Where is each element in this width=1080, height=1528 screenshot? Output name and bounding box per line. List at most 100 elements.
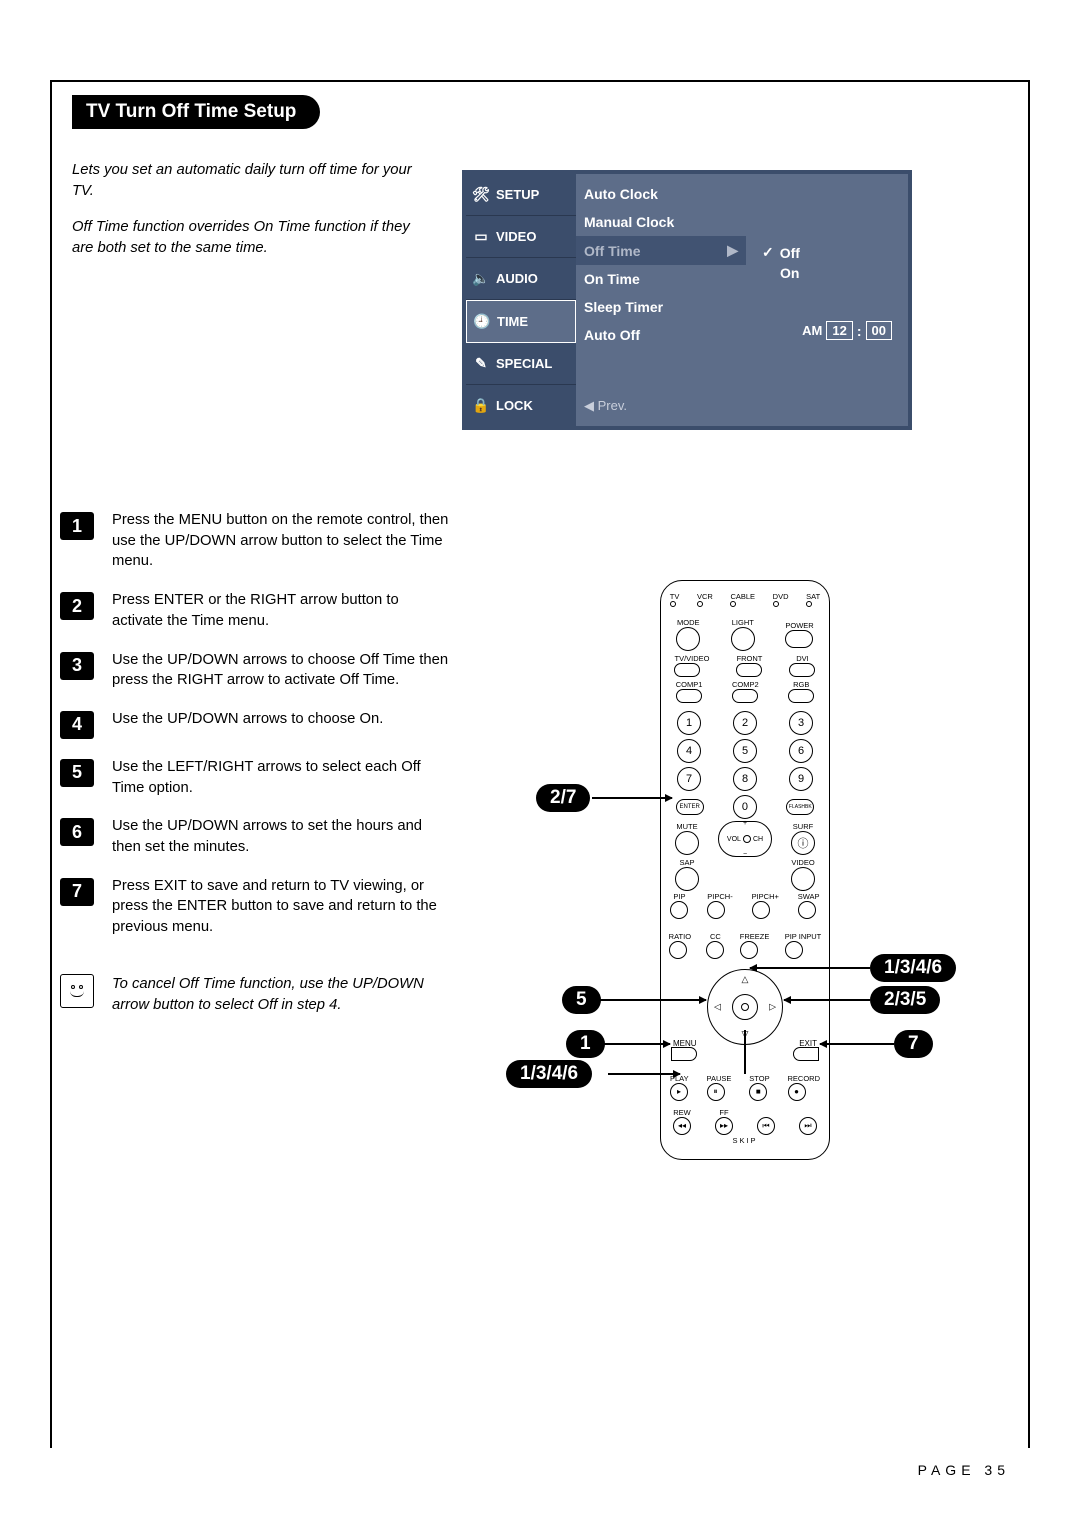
arrow-exit [820, 1043, 894, 1045]
pipch-plus-button[interactable]: PIPCH+ [752, 893, 779, 919]
vol-ch-rocker[interactable]: + VOLCH − [718, 821, 772, 857]
flashbk-button[interactable]: FLASHBK [786, 799, 814, 815]
led-tv: TV [670, 593, 680, 607]
right-arrow-icon[interactable]: ▷ [769, 1002, 776, 1013]
osd-item-selected[interactable]: Off Time▶ [576, 236, 746, 265]
step-text: Press the MENU button on the remote cont… [112, 510, 450, 572]
swap-button[interactable]: SWAP [798, 893, 820, 919]
digit-5[interactable]: 5 [733, 739, 757, 763]
osd-time-row: AM 12 : 00 [756, 321, 898, 340]
left-arrow-icon[interactable]: ◁ [714, 1002, 721, 1013]
arrow-left [598, 999, 706, 1001]
digit-7[interactable]: 7 [677, 767, 701, 791]
callout-right: 2/3/5 [870, 986, 940, 1014]
power-button[interactable]: POWER [785, 622, 813, 648]
comp1-button[interactable]: COMP1 [676, 681, 703, 703]
rew-button[interactable]: REW◂◂ [673, 1109, 691, 1135]
sap-button[interactable]: SAP [675, 859, 699, 891]
enter-button[interactable]: ENTER [676, 799, 704, 815]
steps-list: 1Press the MENU button on the remote con… [60, 510, 450, 1015]
digit-9[interactable]: 9 [789, 767, 813, 791]
arrow-right [784, 999, 870, 1001]
remote-diagram: TV VCR CABLE DVD SAT MODE LIGHT POWER TV… [500, 570, 1000, 1170]
time-icon: 🕘 [473, 313, 491, 331]
osd-item[interactable]: Auto Clock [576, 180, 746, 208]
step-text: Press EXIT to save and return to TV view… [112, 876, 450, 938]
osd-options: ✓Off On AM 12 : 00 [746, 174, 908, 426]
osd-tab-video[interactable]: ▭VIDEO [466, 216, 576, 258]
osd-tab-special[interactable]: ✎ SPECIAL [466, 343, 576, 385]
digit-1[interactable]: 1 [677, 711, 701, 735]
osd-item[interactable]: On Time [576, 265, 746, 293]
light-button[interactable]: LIGHT [731, 619, 755, 651]
digit-6[interactable]: 6 [789, 739, 813, 763]
comp2-button[interactable]: COMP2 [732, 681, 759, 703]
ff-button[interactable]: FF▸▸ [715, 1109, 733, 1135]
record-button[interactable]: RECORD● [788, 1075, 821, 1101]
pause-button[interactable]: PAUSE⏸ [707, 1075, 732, 1101]
step-item: 1Press the MENU button on the remote con… [60, 510, 450, 572]
pipinput-button[interactable]: PIP INPUT [785, 933, 822, 959]
osd-item[interactable]: Auto Off [576, 321, 746, 349]
lock-icon: 🔒 [472, 397, 490, 415]
note-block: To cancel Off Time function, use the UP/… [60, 974, 450, 1015]
step-item: 6Use the UP/DOWN arrows to set the hours… [60, 816, 450, 857]
osd-tab-setup[interactable]: 🛠SETUP [466, 174, 576, 216]
frame-left [50, 80, 52, 1448]
osd-tab-label: TIME [497, 314, 528, 329]
step-item: 3Use the UP/DOWN arrows to choose Off Ti… [60, 650, 450, 691]
dvi-button[interactable]: DVI [789, 655, 815, 677]
skip-back-button[interactable]: ⏮ [757, 1109, 775, 1135]
stop-button[interactable]: STOP■ [749, 1075, 769, 1101]
intro-block: Lets you set an automatic daily turn off… [72, 160, 412, 260]
osd-tab-time[interactable]: 🕘 TIME [466, 300, 576, 343]
play-button[interactable]: PLAY▸ [670, 1075, 689, 1101]
surf-button[interactable]: SURFⓘ [791, 823, 815, 855]
tvvideo-button[interactable]: TV/VIDEO [674, 655, 709, 677]
pip-button[interactable]: PIP [670, 893, 688, 919]
dpad-center[interactable] [732, 994, 758, 1020]
osd-prev[interactable]: ◀ Prev. [576, 392, 746, 420]
time-hour[interactable]: 12 [826, 321, 852, 340]
digit-3[interactable]: 3 [789, 711, 813, 735]
osd-item[interactable]: Manual Clock [576, 208, 746, 236]
exit-button[interactable] [793, 1047, 819, 1061]
osd-tab-audio[interactable]: 🔈AUDIO [466, 258, 576, 300]
ratio-button[interactable]: RATIO [669, 933, 691, 959]
freeze-button[interactable]: FREEZE [740, 933, 770, 959]
skip-fwd-button[interactable]: ⏭ [799, 1109, 817, 1135]
arrow-up [750, 967, 870, 969]
mute-button[interactable]: MUTE [675, 823, 699, 855]
time-ampm: AM [802, 323, 822, 338]
osd-tab-label: AUDIO [496, 271, 538, 286]
page-title: TV Turn Off Time Setup [72, 95, 320, 129]
callout-up: 1/3/4/6 [870, 954, 956, 982]
digit-4[interactable]: 4 [677, 739, 701, 763]
arrow-down [608, 1073, 680, 1075]
mode-button[interactable]: MODE [676, 619, 700, 651]
time-min[interactable]: 00 [866, 321, 892, 340]
callout-left: 5 [562, 986, 601, 1014]
front-button[interactable]: FRONT [736, 655, 762, 677]
pipch-minus-button[interactable]: PIPCH- [707, 893, 732, 919]
step-text: Use the UP/DOWN arrows to choose On. [112, 709, 383, 739]
osd-tab-label: SPECIAL [496, 356, 552, 371]
step-text: Use the LEFT/RIGHT arrows to select each… [112, 757, 450, 798]
video-button[interactable]: VIDEO [791, 859, 815, 891]
rgb-button[interactable]: RGB [788, 681, 814, 703]
callout-exit: 7 [894, 1030, 933, 1058]
menu-button[interactable] [671, 1047, 697, 1061]
digit-2[interactable]: 2 [733, 711, 757, 735]
special-icon: ✎ [472, 355, 490, 373]
intro-p2: Off Time function overrides On Time func… [72, 217, 412, 260]
osd-item[interactable]: Sleep Timer [576, 293, 746, 321]
osd-option-on[interactable]: On [756, 263, 898, 283]
led-vcr: VCR [697, 593, 713, 607]
osd-menu: 🛠SETUP ▭VIDEO 🔈AUDIO 🕘 TIME ✎ SPECIAL 🔒LOC… [462, 170, 912, 430]
osd-option-off[interactable]: ✓Off [756, 242, 898, 263]
cc-button[interactable]: CC [706, 933, 724, 959]
digit-0[interactable]: 0 [733, 795, 757, 819]
digit-8[interactable]: 8 [733, 767, 757, 791]
osd-tab-lock[interactable]: 🔒LOCK [466, 385, 576, 426]
up-arrow-icon[interactable]: △ [742, 974, 749, 985]
